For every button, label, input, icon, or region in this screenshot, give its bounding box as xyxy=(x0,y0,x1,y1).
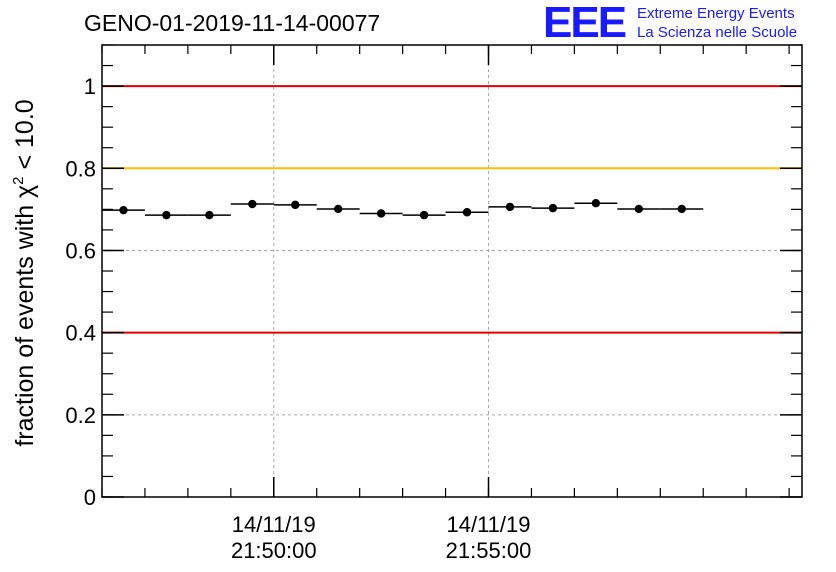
chart-title: GENO-01-2019-11-14-00077 xyxy=(84,10,381,36)
data-point xyxy=(205,210,214,220)
data-point xyxy=(591,199,601,208)
y-axis-label: fraction of events with χ2 < 10.0 xyxy=(10,99,39,446)
data-point xyxy=(119,205,128,215)
y-tick-label: 0.4 xyxy=(65,321,96,346)
y-tick-label: 0 xyxy=(84,485,96,510)
data-point xyxy=(505,202,515,212)
data-point xyxy=(291,200,300,210)
y-tick-label: 0.8 xyxy=(65,156,96,181)
logo-text: Extreme Energy Events La Scienza nelle S… xyxy=(637,4,797,42)
grid xyxy=(102,45,802,498)
x-tick-date-label: 14/11/19 xyxy=(232,512,316,537)
y-label-suffix: < 10.0 xyxy=(11,99,39,176)
y-tick-label: 1 xyxy=(84,74,96,99)
x-tick-date-label: 14/11/19 xyxy=(446,512,530,537)
y-label-prefix: fraction of events with xyxy=(11,198,39,447)
data-point xyxy=(462,208,472,217)
data-point xyxy=(248,199,257,209)
y-label-superscript: 2 xyxy=(10,176,27,184)
logo-line-1: Extreme Energy Events xyxy=(637,5,795,22)
eee-logo: EEE xyxy=(543,0,627,47)
y-tick-label: 0.6 xyxy=(65,238,96,263)
x-tick-time-label: 21:50:00 xyxy=(231,538,317,563)
logo-line-2: La Scienza nelle Scuole xyxy=(637,24,798,41)
data-point xyxy=(548,203,558,213)
reference-lines xyxy=(102,85,802,334)
plot-frame xyxy=(101,44,803,498)
axes: 00.20.40.60.8114/11/1921:50:0014/11/1921… xyxy=(65,44,802,563)
data-point xyxy=(419,210,429,220)
data-point xyxy=(376,209,386,218)
data-point xyxy=(677,204,686,214)
data-point xyxy=(634,204,644,214)
y-tick-label: 0.2 xyxy=(65,403,96,428)
data-series xyxy=(102,199,704,220)
y-label-symbol: χ xyxy=(11,185,39,198)
x-tick-time-label: 21:55:00 xyxy=(446,538,532,563)
data-point xyxy=(162,210,171,220)
data-point xyxy=(333,204,343,214)
